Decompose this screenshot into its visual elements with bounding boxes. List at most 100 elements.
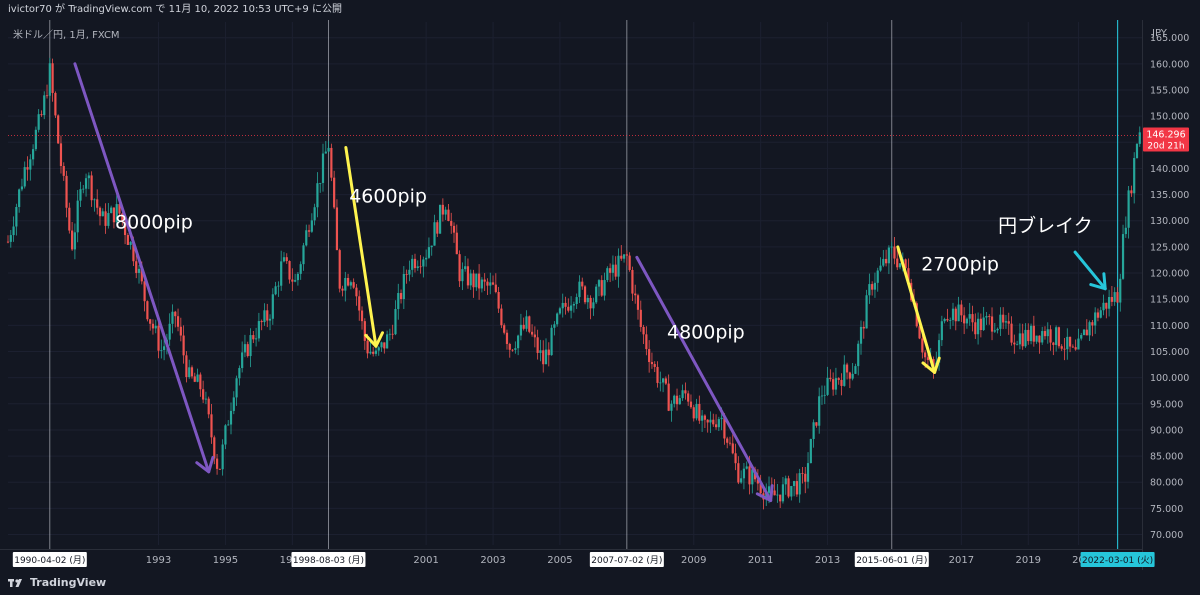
y-tick-label: 100.000: [1150, 373, 1189, 384]
candle-body: [898, 263, 902, 268]
candle-body: [171, 311, 174, 324]
candle-body: [1105, 302, 1108, 309]
candle-body: [1088, 322, 1091, 336]
candle-body: [224, 425, 227, 445]
candle-body: [701, 415, 704, 421]
candle-body: [352, 282, 355, 288]
candle-body: [868, 284, 871, 296]
candle-body: [26, 167, 29, 170]
candle-body: [1038, 335, 1041, 343]
candle-body: [611, 264, 615, 273]
candle-body: [40, 114, 43, 116]
candle-body: [458, 254, 461, 282]
candle-body: [422, 259, 425, 267]
price-axis[interactable]: JPY 70.000 75.000 80.000 85.000 90.000 95.000 1…: [1142, 20, 1200, 575]
candle-body: [628, 255, 631, 270]
candle-body: [433, 222, 436, 246]
candle-body: [597, 280, 601, 287]
candle-body: [324, 151, 327, 154]
candle-body: [143, 281, 146, 302]
candle-body: [801, 473, 804, 474]
candle-body: [1121, 234, 1125, 279]
candle-body: [1080, 334, 1083, 339]
candle-body: [586, 297, 589, 303]
date-marker-label-bg: [291, 552, 366, 567]
candle-body: [1130, 190, 1133, 194]
annotation-text: 円ブレイク: [998, 214, 1093, 237]
candle-body: [1027, 329, 1030, 342]
price-chart[interactable]: 8000pip 4600pip 4800pip 2700pip 円ブレイク JPY 70.…: [0, 20, 1200, 575]
date-marker-label-bg: [854, 552, 929, 567]
candle-body: [675, 395, 679, 405]
candle-body: [1110, 297, 1113, 302]
candle-body: [386, 334, 389, 349]
candle-body: [441, 204, 444, 215]
candle-body: [34, 129, 37, 150]
candle-body: [940, 321, 943, 341]
candle-body: [299, 264, 302, 274]
candle-body: [926, 357, 930, 360]
candle-body: [282, 257, 286, 262]
candle-body: [765, 492, 768, 500]
candle-body: [871, 284, 874, 290]
candle-body: [689, 401, 693, 408]
candle-body: [1016, 344, 1019, 346]
candle-body: [252, 335, 255, 340]
candle-body: [1071, 346, 1074, 348]
candle-body: [321, 153, 325, 183]
candle-body: [76, 200, 79, 233]
candle-body: [461, 269, 464, 282]
purple-arrow-line: [635, 255, 773, 503]
candle-body: [1007, 321, 1010, 324]
x-tick-label: 2005: [547, 555, 572, 566]
candle-body: [840, 379, 843, 386]
candle-body: [887, 247, 890, 264]
cyan-arrow-head: [1089, 272, 1107, 291]
candle-body: [146, 301, 149, 320]
time-axis[interactable]: 1993199519972001200320052009201120132017…: [0, 549, 1155, 568]
candle-body: [957, 304, 960, 322]
candle-body: [820, 395, 824, 397]
candle-body: [118, 204, 121, 214]
candle-body: [706, 419, 709, 423]
candle-body: [1035, 335, 1038, 342]
candle-body: [302, 245, 305, 265]
candle-body: [572, 304, 575, 306]
candle-body: [642, 326, 645, 335]
candle-body: [556, 313, 559, 325]
candle-body: [455, 232, 458, 255]
candle-body: [355, 287, 358, 297]
candle-body: [238, 368, 241, 379]
candle-body: [884, 258, 888, 264]
candle-body: [96, 199, 99, 208]
candle-body: [405, 274, 408, 275]
candle-body: [539, 350, 542, 353]
candle-body: [402, 274, 405, 300]
candle-body: [965, 318, 969, 324]
x-tick-label: 2019: [1016, 555, 1041, 566]
candle-body: [349, 282, 352, 286]
candle-body: [963, 315, 966, 324]
candle-body: [678, 398, 681, 405]
candle-body: [154, 325, 157, 329]
candle-body: [879, 265, 882, 271]
candle-body: [1091, 322, 1094, 326]
candle-body: [567, 306, 570, 311]
candle-body: [982, 317, 985, 331]
date-marker-label-bg: [12, 552, 87, 567]
candle-body: [695, 403, 698, 419]
candle-body: [268, 318, 272, 321]
candle-body: [550, 327, 553, 356]
y-tick-label: 75.000: [1150, 504, 1183, 515]
candle-body: [720, 417, 723, 420]
candle-body: [530, 331, 534, 335]
y-tick-label: 120.000: [1150, 269, 1189, 280]
candle-body: [1102, 302, 1105, 311]
candle-body: [779, 494, 782, 502]
candle-body: [310, 220, 313, 232]
candle-body: [793, 481, 796, 487]
annotation-text: 8000pip: [115, 212, 193, 234]
candle-body: [845, 364, 849, 373]
candle-body: [313, 207, 316, 221]
candle-body: [505, 332, 509, 344]
